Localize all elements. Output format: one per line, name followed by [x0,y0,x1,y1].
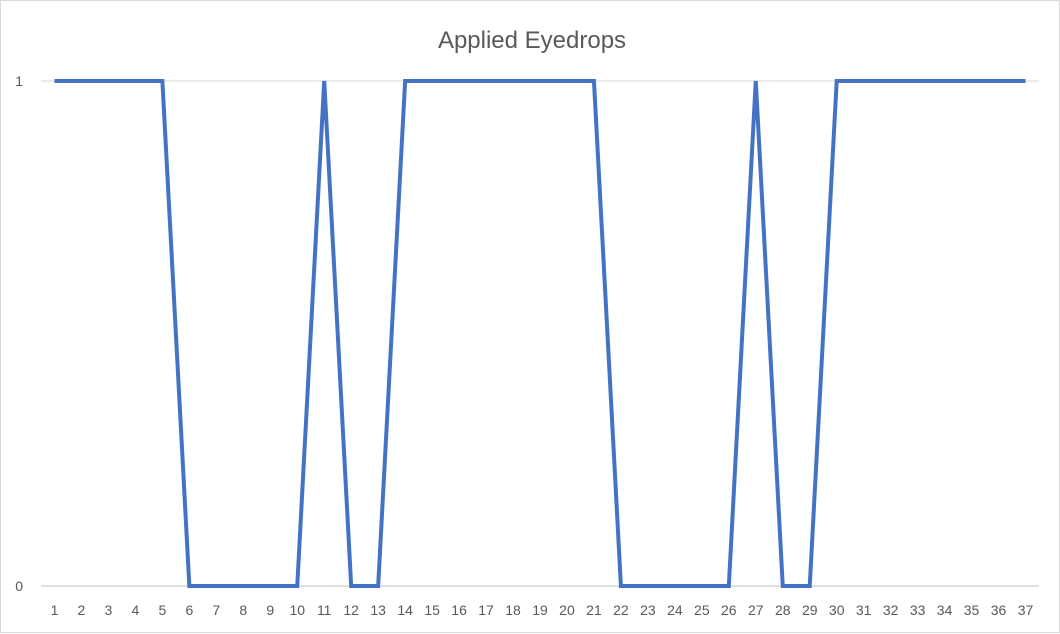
x-tick-label: 20 [559,602,575,618]
x-tick-label: 23 [640,602,656,618]
x-tick-label: 3 [105,602,113,618]
x-tick-label: 31 [856,602,872,618]
x-tick-label: 37 [1018,602,1034,618]
x-tick-label: 8 [239,602,247,618]
x-tick-label: 17 [478,602,494,618]
x-tick-label: 28 [775,602,791,618]
chart-title: Applied Eyedrops [438,27,626,54]
x-tick-label: 12 [343,602,359,618]
x-tick-label: 7 [212,602,220,618]
x-tick-label: 16 [451,602,467,618]
x-tick-label: 9 [266,602,274,618]
x-tick-label: 14 [397,602,413,618]
x-tick-label: 5 [158,602,166,618]
x-tick-label: 4 [132,602,140,618]
y-tick-label: 0 [15,578,23,594]
x-tick-label: 29 [802,602,818,618]
x-tick-label: 11 [317,602,332,618]
y-axis-ticks: 01 [15,73,23,594]
x-tick-label: 15 [424,602,440,618]
y-tick-label: 1 [15,73,23,89]
series-group [54,81,1025,586]
x-tick-label: 2 [78,602,86,618]
x-tick-label: 19 [532,602,548,618]
x-tick-label: 21 [586,602,602,618]
x-tick-label: 10 [289,602,305,618]
x-tick-label: 26 [721,602,737,618]
x-tick-label: 1 [51,602,59,618]
gridlines [41,81,1039,586]
x-tick-label: 24 [667,602,683,618]
x-tick-label: 33 [910,602,926,618]
x-tick-label: 32 [883,602,899,618]
x-tick-label: 18 [505,602,521,618]
x-tick-label: 34 [937,602,953,618]
x-tick-label: 27 [748,602,764,618]
x-tick-label: 13 [370,602,386,618]
x-tick-label: 35 [964,602,980,618]
x-tick-label: 36 [991,602,1007,618]
x-tick-label: 30 [829,602,845,618]
x-tick-label: 25 [694,602,710,618]
x-tick-label: 22 [613,602,629,618]
x-tick-label: 6 [185,602,193,618]
series-line [54,81,1025,586]
